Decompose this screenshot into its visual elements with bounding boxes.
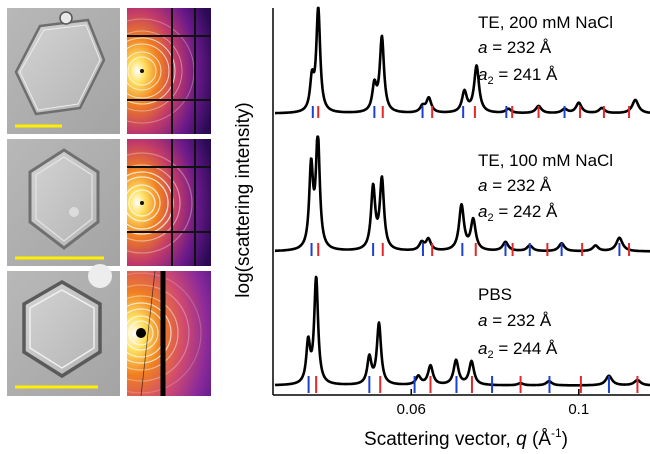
x-tick-label: 0.1 (568, 401, 589, 418)
lattice-a2-label: a2 = 244 Å (478, 339, 558, 361)
annotation-pbs: PBS a = 232 Å a2 = 244 Å (478, 285, 558, 361)
lattice-a2-label: a2 = 242 Å (478, 202, 558, 224)
saxs-pattern-pbs (127, 271, 211, 396)
x-tick-label: 0.06 (397, 401, 426, 418)
series-2 (307, 376, 639, 393)
annotation-200mm: TE, 200 mM NaCl a = 232 Å a2 = 241 Å (478, 13, 613, 87)
reflection-ticks (307, 106, 639, 393)
series-1 (310, 243, 631, 256)
lattice-a2-label: a2 = 241 Å (478, 65, 558, 87)
series-0 (311, 106, 631, 118)
sample-label: PBS (478, 285, 512, 304)
x-ticks: 0.06 0.1 (397, 389, 589, 418)
lattice-a-label: a = 232 Å (478, 176, 552, 195)
micrograph-200mm (7, 8, 120, 134)
scattering-curve-2 (274, 275, 650, 387)
micrograph-100mm (7, 139, 120, 266)
curves-layer (274, 6, 650, 387)
saxs-pattern-100mm (127, 139, 211, 266)
y-axis-label: log(scattering intensity) (233, 102, 254, 297)
lattice-a-label: a = 232 Å (478, 38, 552, 57)
sample-label: TE, 100 mM NaCl (478, 151, 613, 170)
x-axis-label: Scattering vector, q (Å-1) (364, 426, 568, 450)
scattering-curve-0 (274, 6, 650, 115)
lattice-a-label: a = 232 Å (478, 311, 552, 330)
scattering-curve-1 (274, 135, 650, 253)
annotation-100mm: TE, 100 mM NaCl a = 232 Å a2 = 242 Å (478, 151, 613, 224)
micrograph-pbs (7, 264, 120, 396)
saxs-pattern-200mm (127, 8, 211, 134)
sample-label: TE, 200 mM NaCl (478, 13, 613, 32)
scattering-plot: 0.06 0.1 log(scattering intensity) Scatte… (233, 6, 650, 450)
